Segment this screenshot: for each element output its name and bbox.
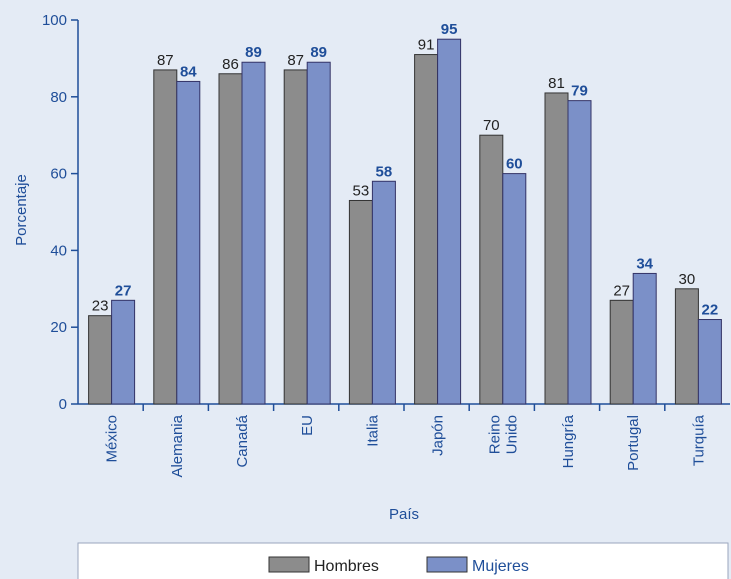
data-label-hombres: 91 [418, 37, 435, 54]
data-label-mujeres: 95 [441, 21, 458, 38]
x-tick-label: Reino [486, 415, 503, 454]
x-tick-label: Unido [503, 415, 520, 454]
x-tick-label: Portugal [625, 415, 642, 471]
y-axis: 0 20 40 60 80 100 [42, 12, 79, 413]
bar-hombres [479, 134, 504, 405]
bar-hombres [88, 315, 113, 405]
data-label-hombres: 87 [157, 52, 174, 69]
data-label-hombres: 87 [287, 52, 304, 69]
data-label-mujeres: 79 [571, 83, 588, 100]
bar-hombres [609, 299, 634, 405]
x-tick-label: EU [299, 415, 316, 436]
bar-hombres [414, 54, 439, 405]
data-label-mujeres: 58 [376, 163, 393, 180]
bar-hombres [348, 199, 373, 405]
y-tick-label: 20 [50, 319, 67, 336]
data-label-mujeres: 22 [702, 302, 719, 319]
x-tick-label: Italia [364, 414, 381, 446]
x-tick-label: México [104, 415, 121, 463]
data-label-mujeres: 34 [636, 255, 653, 272]
x-axis: México Alemania Canadá EU Italia Japón Reino Un… [78, 403, 730, 478]
data-label-hombres: 70 [483, 117, 500, 134]
y-tick-label: 40 [50, 242, 67, 259]
legend-box [77, 542, 729, 579]
data-label-hombres: 81 [548, 75, 565, 92]
data-label-mujeres: 84 [180, 63, 197, 80]
bars [88, 38, 722, 405]
data-label-mujeres: 89 [245, 44, 262, 61]
bar-hombres [674, 288, 699, 405]
bar-mujeres [371, 180, 396, 405]
legend-swatch-mujeres [426, 556, 468, 573]
data-label-hombres: 27 [613, 282, 630, 299]
data-label-hombres: 86 [222, 56, 239, 73]
y-tick-label: 100 [42, 12, 67, 29]
data-label-mujeres: 60 [506, 156, 523, 173]
bar-mujeres [697, 319, 722, 405]
bar-mujeres [437, 38, 462, 405]
bar-mujeres [176, 80, 201, 405]
legend-label-hombres: Hombres [314, 558, 379, 575]
bar-mujeres [111, 299, 136, 405]
y-axis-title: Porcentaje [13, 174, 30, 246]
legend-label-mujeres: Mujeres [472, 558, 529, 575]
x-axis-title: País [389, 506, 419, 523]
bar-hombres [153, 69, 178, 405]
y-tick-label: 80 [50, 89, 67, 106]
legend-swatch-hombres [268, 556, 310, 573]
x-tick-label: Hungría [560, 414, 577, 468]
x-tick-label: Alemania [169, 414, 186, 477]
data-label-mujeres: 89 [310, 44, 327, 61]
bar-mujeres [567, 100, 592, 405]
bar-hombres [544, 92, 569, 405]
bar-hombres [218, 73, 243, 405]
data-label-mujeres: 27 [115, 282, 132, 299]
y-tick-label: 60 [50, 166, 67, 183]
bar-hombres [283, 69, 308, 405]
bar-mujeres [241, 61, 266, 405]
data-label-hombres: 53 [353, 182, 370, 199]
data-labels: 23 27 87 84 86 89 87 89 53 58 91 95 70 60 81 79 27 34 30 22 [92, 21, 718, 318]
data-label-hombres: 23 [92, 298, 109, 315]
bar-mujeres [502, 173, 527, 405]
bar-mujeres [306, 61, 331, 405]
y-tick-label: 0 [59, 396, 67, 413]
x-tick-label: Turquía [690, 414, 707, 466]
data-label-hombres: 30 [679, 271, 696, 288]
x-tick-label: Japón [430, 415, 447, 456]
legend: Hombres Mujeres [77, 542, 729, 579]
x-tick-label: Canadá [234, 414, 251, 467]
bar-mujeres [632, 272, 657, 405]
